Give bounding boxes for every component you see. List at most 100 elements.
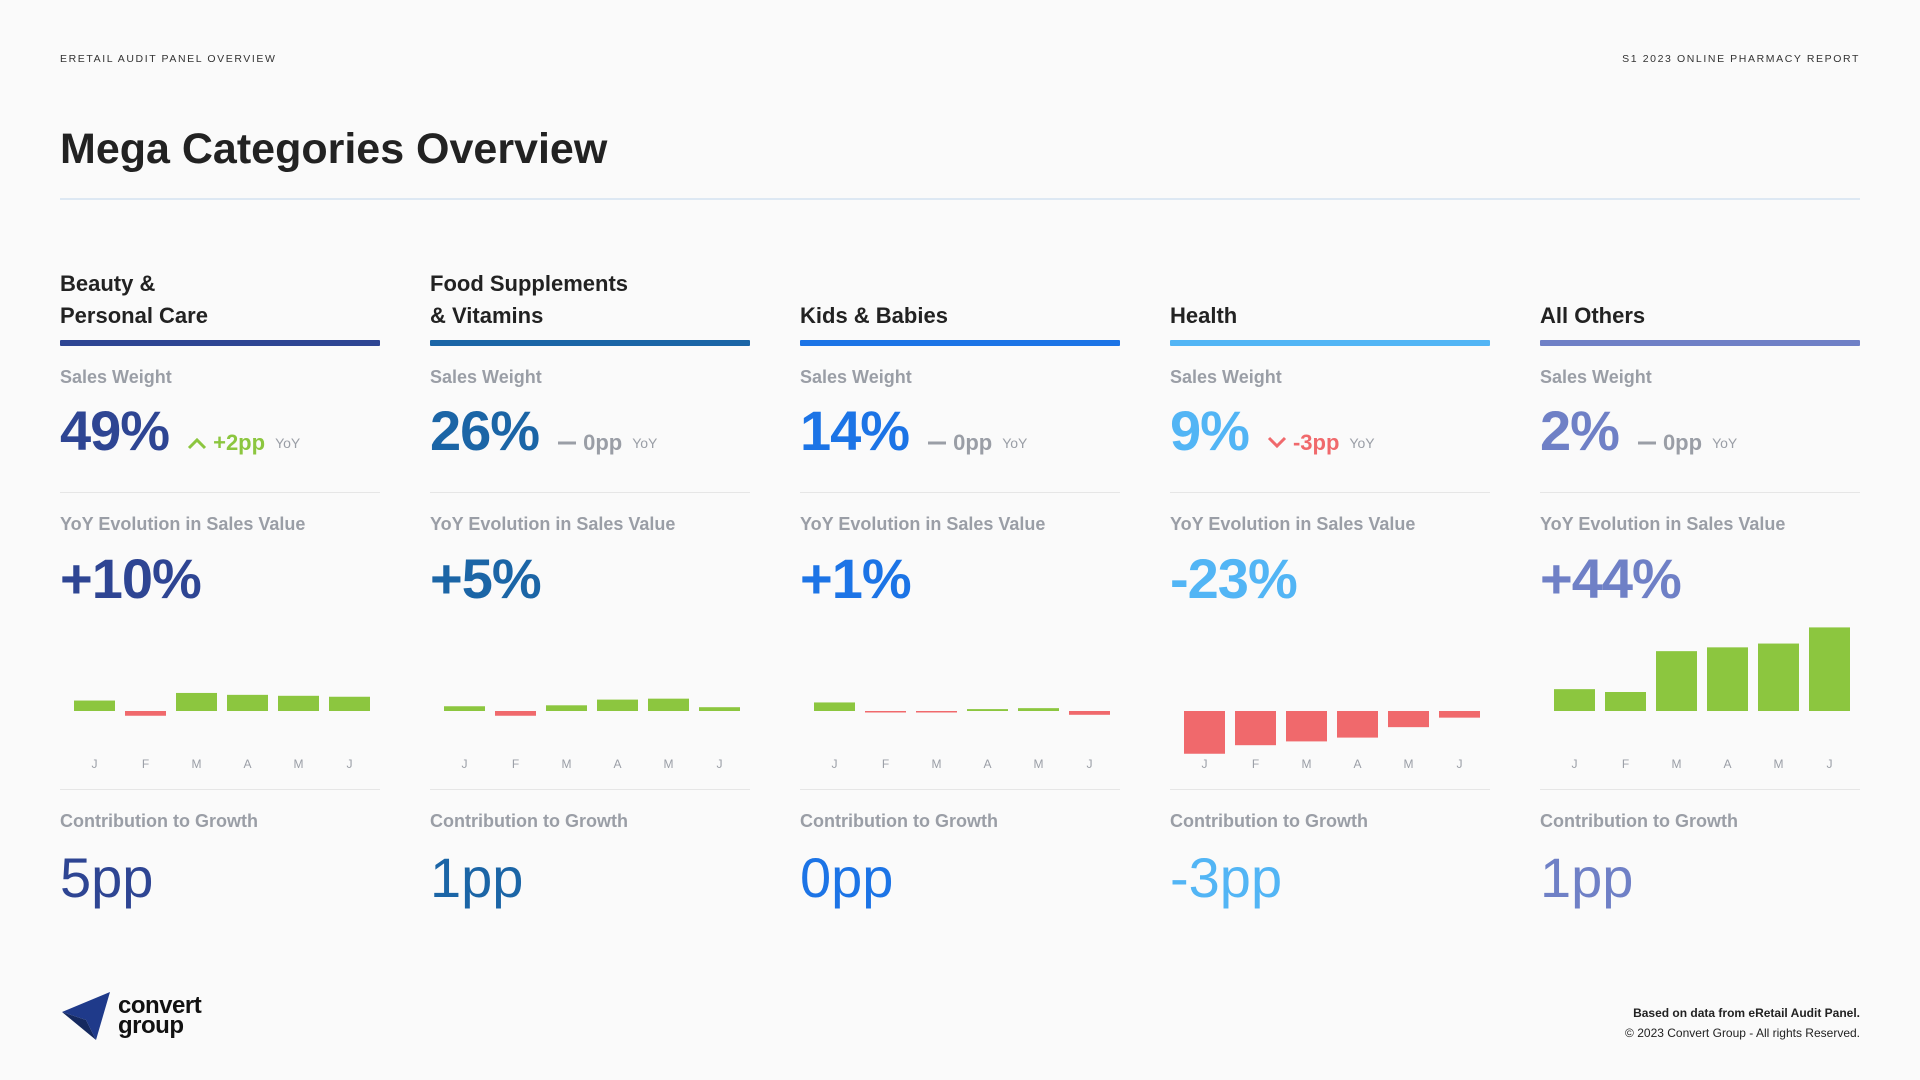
yoy-tag: YoY bbox=[1712, 435, 1738, 451]
chart-bar bbox=[1337, 711, 1378, 738]
dash-icon bbox=[1637, 430, 1663, 456]
category-header: Kids & Babies bbox=[800, 255, 1120, 340]
sales-weight-label: Sales Weight bbox=[1170, 367, 1282, 387]
divider bbox=[1170, 492, 1490, 493]
category-column: All Others Sales Weight 2% 0pp YoY YoY E… bbox=[1540, 255, 1860, 910]
sales-weight-delta: +2pp YoY bbox=[187, 430, 300, 456]
chart-tick-label: F bbox=[1622, 757, 1629, 771]
chart-tick-label: A bbox=[983, 757, 991, 771]
chart-bar bbox=[1018, 708, 1059, 711]
chart-tick-label: M bbox=[192, 757, 202, 771]
sales-weight-label: Sales Weight bbox=[430, 367, 542, 387]
chart-bar bbox=[1286, 711, 1327, 742]
category-title: All Others bbox=[1540, 303, 1646, 328]
chart-tick-label: M bbox=[664, 757, 674, 771]
report-name: S1 2023 ONLINE PHARMACY REPORT bbox=[1622, 53, 1860, 65]
chart-tick-label: A bbox=[613, 757, 621, 771]
category-title: Beauty & Personal Care bbox=[60, 271, 208, 328]
divider bbox=[60, 789, 380, 790]
divider bbox=[430, 492, 750, 493]
sales-weight-label: Sales Weight bbox=[800, 367, 912, 387]
category-header: Health bbox=[1170, 255, 1490, 340]
category-color-bar bbox=[60, 340, 380, 346]
divider bbox=[800, 492, 1120, 493]
chart-bar bbox=[1554, 689, 1595, 711]
convert-group-logo: convert group bbox=[60, 990, 202, 1042]
sales-weight-value: 49% bbox=[60, 399, 170, 462]
sales-weight-value: 26% bbox=[430, 399, 540, 462]
sales-weight-value: 2% bbox=[1540, 399, 1620, 462]
chart-bar bbox=[814, 702, 855, 711]
chart-bar bbox=[967, 709, 1008, 711]
chart-bar bbox=[227, 694, 268, 711]
chart-tick-label: F bbox=[512, 757, 519, 771]
sales-weight-row: 2% 0pp YoY bbox=[1540, 398, 1860, 462]
yoy-evolution-value: +10% bbox=[60, 547, 202, 610]
divider bbox=[1540, 492, 1860, 493]
divider bbox=[800, 789, 1120, 790]
sales-weight-label: Sales Weight bbox=[1540, 367, 1652, 387]
chart-tick-label: J bbox=[717, 757, 723, 771]
chart-tick-label: A bbox=[1723, 757, 1731, 771]
sales-weight-delta: 0pp YoY bbox=[1637, 430, 1737, 456]
sales-weight-delta: 0pp YoY bbox=[557, 430, 657, 456]
chart-tick-label: F bbox=[142, 757, 149, 771]
chart-tick-label: M bbox=[1302, 757, 1312, 771]
chart-bar bbox=[1707, 647, 1748, 711]
chart-tick-label: M bbox=[1774, 757, 1784, 771]
report-subtitle: ERETAIL AUDIT PANEL OVERVIEW bbox=[60, 53, 277, 65]
chart-tick-label: M bbox=[562, 757, 572, 771]
chart-bar bbox=[1388, 711, 1429, 728]
chart-bar bbox=[1069, 711, 1110, 715]
contribution-label: Contribution to Growth bbox=[800, 811, 998, 831]
delta-value: 0pp bbox=[1662, 430, 1703, 455]
category-header: Food Supplements & Vitamins bbox=[430, 255, 750, 340]
yoy-tag: YoY bbox=[1349, 435, 1375, 451]
contribution-label: Contribution to Growth bbox=[1170, 811, 1368, 831]
contribution-value: -3pp bbox=[1170, 846, 1283, 909]
logo-line-1: convert bbox=[118, 992, 202, 1019]
category-column: Food Supplements & Vitamins Sales Weight… bbox=[430, 255, 750, 910]
sales-weight-delta: 0pp YoY bbox=[927, 430, 1027, 456]
dash-icon bbox=[927, 430, 953, 456]
divider bbox=[1170, 789, 1490, 790]
paper-plane-logo-icon bbox=[62, 992, 110, 1040]
divider bbox=[430, 789, 750, 790]
chart-tick-label: M bbox=[1404, 757, 1414, 771]
delta-value: 0pp bbox=[953, 430, 993, 455]
chart-tick-label: M bbox=[932, 757, 942, 771]
category-color-bar bbox=[430, 340, 750, 346]
chart-bar bbox=[1184, 711, 1225, 754]
category-header: All Others bbox=[1540, 255, 1860, 340]
yoy-evolution-label: YoY Evolution in Sales Value bbox=[430, 514, 676, 534]
chart-tick-label: J bbox=[1827, 757, 1833, 771]
yoy-evolution-value: +1% bbox=[800, 547, 912, 610]
contribution-label: Contribution to Growth bbox=[430, 811, 628, 831]
chart-tick-label: A bbox=[1353, 757, 1361, 771]
category-column: Kids & Babies Sales Weight 14% 0pp YoY Y… bbox=[800, 255, 1120, 910]
chart-bar bbox=[74, 700, 115, 711]
contribution-value: 0pp bbox=[800, 846, 894, 909]
contribution-value: 1pp bbox=[430, 846, 524, 909]
category-color-bar bbox=[1540, 340, 1860, 346]
chart-bar bbox=[1439, 711, 1480, 718]
chart-bar bbox=[176, 692, 217, 711]
chart-bar bbox=[699, 707, 740, 711]
contribution-label: Contribution to Growth bbox=[60, 811, 258, 831]
sales-weight-row: 14% 0pp YoY bbox=[800, 398, 1120, 462]
chart-tick-label: M bbox=[1034, 757, 1044, 771]
sales-weight-row: 26% 0pp YoY bbox=[430, 398, 750, 462]
sales-weight-label: Sales Weight bbox=[60, 367, 172, 387]
category-title: Food Supplements & Vitamins bbox=[430, 271, 628, 328]
chart-tick-label: J bbox=[347, 757, 353, 771]
category-title: Kids & Babies bbox=[800, 303, 948, 328]
chart-tick-label: M bbox=[1672, 757, 1682, 771]
category-title: Health bbox=[1170, 303, 1238, 328]
contribution-label: Contribution to Growth bbox=[1540, 811, 1738, 831]
category-column: Health Sales Weight 9% -3pp YoY YoY Evol… bbox=[1170, 255, 1490, 910]
yoy-evolution-label: YoY Evolution in Sales Value bbox=[60, 514, 306, 534]
chart-bar bbox=[444, 706, 485, 711]
